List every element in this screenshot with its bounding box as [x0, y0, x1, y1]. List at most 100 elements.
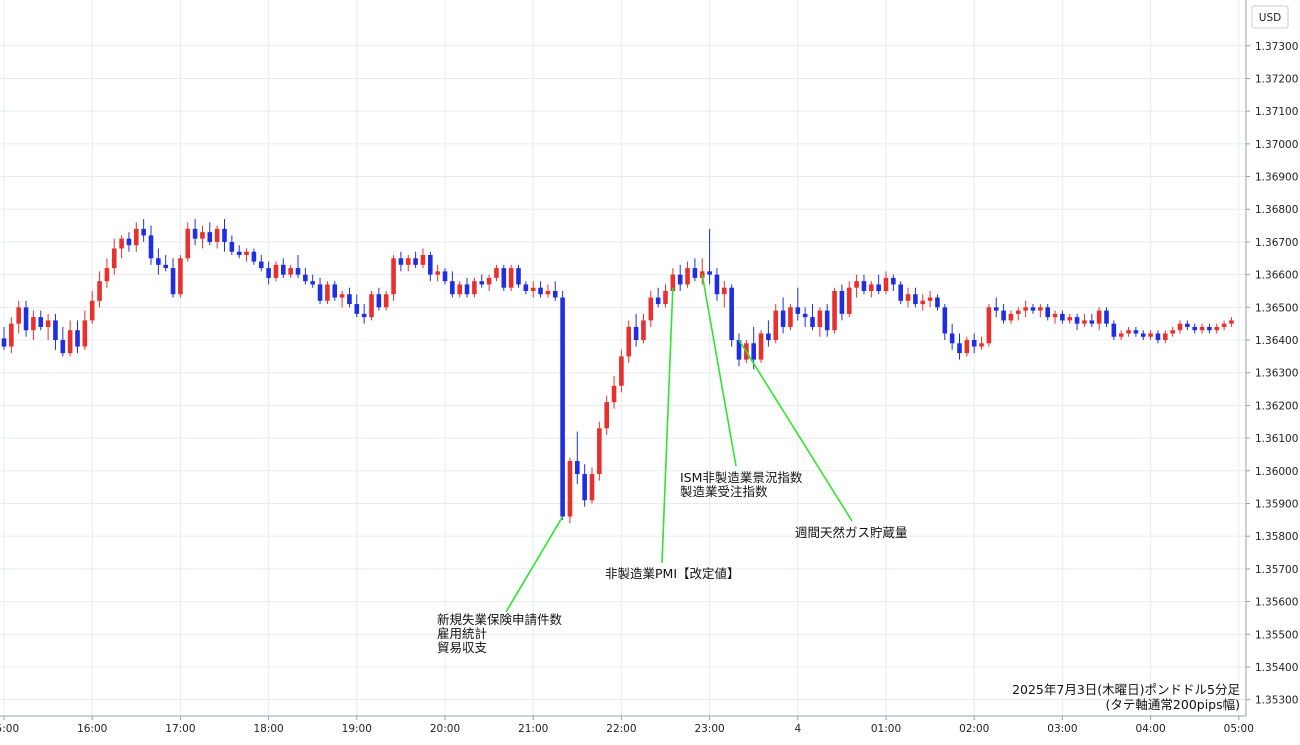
candle	[1170, 326, 1175, 337]
candle	[303, 268, 308, 285]
candle	[383, 290, 389, 311]
candle	[82, 310, 88, 350]
annotation-leader-line	[738, 339, 853, 522]
candle	[104, 258, 110, 288]
candle-body	[1170, 330, 1175, 334]
candle	[913, 287, 918, 308]
candle	[347, 287, 352, 308]
candle	[60, 326, 66, 357]
candle-body	[156, 258, 161, 265]
candle	[846, 281, 852, 318]
candle	[236, 245, 242, 259]
candle	[1229, 317, 1234, 327]
candle-body	[927, 297, 933, 301]
y-tick-label: 1.36800	[1255, 204, 1298, 216]
candle	[332, 281, 338, 301]
x-tick-label: 01:00	[871, 723, 901, 735]
candle-body	[266, 268, 271, 278]
y-tick-label: 1.35400	[1255, 662, 1298, 674]
candle	[1, 326, 7, 350]
candle-body	[1192, 326, 1197, 331]
candle-body	[920, 300, 926, 305]
candle	[993, 297, 999, 318]
candle	[288, 264, 293, 278]
candle-body	[82, 320, 88, 347]
candle-body	[413, 258, 418, 265]
candle-body	[369, 294, 374, 318]
candle	[170, 258, 176, 298]
y-tick-label: 1.37200	[1255, 73, 1298, 85]
y-tick-label: 1.35700	[1255, 564, 1298, 576]
candle	[405, 255, 411, 272]
candle-body	[516, 268, 521, 285]
candle	[9, 317, 14, 354]
candle-body	[251, 251, 257, 262]
candle	[589, 467, 595, 504]
candle	[494, 264, 499, 282]
y-tick-label: 1.36900	[1255, 172, 1298, 184]
candle-body	[354, 304, 360, 314]
x-tick-label: 04:00	[1135, 723, 1165, 735]
candle-body	[1148, 333, 1153, 337]
candle-body	[964, 340, 970, 354]
x-tick-label: 22:00	[606, 723, 636, 735]
candle-body	[1140, 333, 1146, 337]
candle	[339, 290, 345, 308]
candle	[53, 313, 58, 350]
candle	[648, 290, 654, 327]
candle-body	[31, 317, 36, 331]
candle	[1155, 330, 1161, 344]
candle	[773, 304, 779, 344]
candle-body	[134, 228, 139, 246]
candle-body	[170, 268, 176, 295]
candle-body	[1126, 330, 1131, 334]
candle	[1163, 330, 1168, 344]
candle-body	[486, 277, 492, 285]
candle-body	[736, 340, 742, 360]
candle	[1199, 323, 1205, 334]
candle-body	[773, 310, 779, 341]
grid	[0, 0, 1246, 716]
x-tick-label: 03:00	[1047, 723, 1077, 735]
candle	[67, 320, 73, 357]
candle-body	[633, 326, 639, 341]
candle	[604, 395, 609, 435]
candle-body	[347, 294, 352, 305]
candle-body	[141, 228, 146, 236]
y-tick-label: 1.36100	[1255, 433, 1298, 445]
y-tick-label: 1.36600	[1255, 270, 1298, 282]
candle	[832, 287, 837, 334]
candle	[251, 248, 257, 265]
candle	[1001, 304, 1006, 324]
candle	[317, 277, 323, 305]
candle-body	[942, 307, 948, 334]
candle	[1148, 330, 1153, 341]
price-axis: USD 1.37300 1.37200 1.37100 1.37000 1.36900 1…	[1245, 0, 1298, 716]
y-tick-label: 1.35300	[1255, 695, 1298, 707]
candle-body	[472, 281, 477, 295]
candle-body	[1074, 317, 1080, 324]
candle-body	[898, 284, 903, 301]
candle-body	[869, 284, 874, 291]
candle	[1030, 304, 1036, 314]
candle-body	[295, 268, 301, 275]
candle	[450, 271, 455, 298]
candle	[501, 264, 507, 291]
candle-body	[685, 268, 690, 285]
candle	[472, 277, 477, 298]
candle-body	[1016, 310, 1021, 314]
candle	[1089, 313, 1095, 327]
candle	[442, 268, 448, 285]
candle	[861, 274, 867, 295]
candle	[376, 287, 382, 311]
candle-body	[677, 274, 683, 285]
candle-body	[1023, 307, 1028, 311]
candle-body	[229, 241, 235, 252]
candle	[361, 304, 367, 324]
y-tick-label: 1.36200	[1255, 400, 1298, 412]
candle-body	[597, 428, 602, 475]
candle-body	[361, 313, 367, 318]
candle-body	[75, 330, 80, 347]
